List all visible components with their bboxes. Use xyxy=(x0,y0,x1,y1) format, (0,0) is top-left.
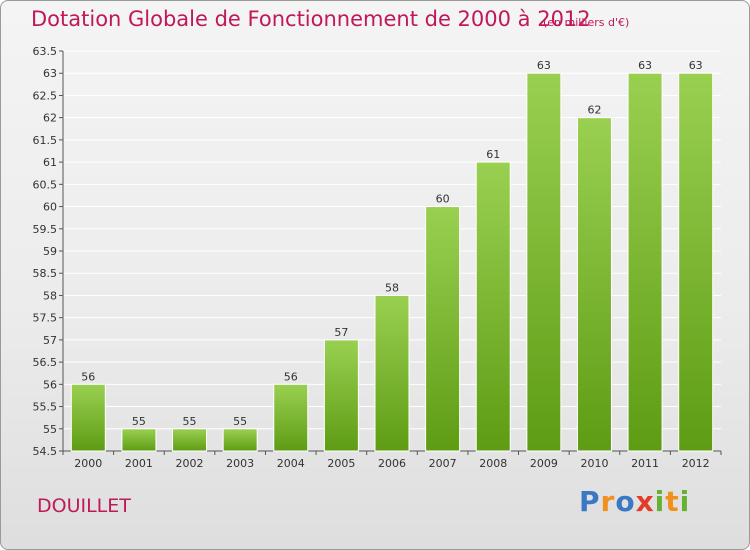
y-tick-label: 56 xyxy=(43,378,57,391)
y-tick-label: 63.5 xyxy=(33,45,58,58)
x-tick-label: 2010 xyxy=(580,457,608,470)
chart-title: Dotation Globale de Fonctionnement de 20… xyxy=(31,7,591,31)
x-tick-label: 2009 xyxy=(530,457,558,470)
commune-name: DOUILLET xyxy=(37,495,131,517)
y-tick-label: 62 xyxy=(43,112,57,125)
y-tick-label: 55.5 xyxy=(33,401,58,414)
y-tick-label: 55 xyxy=(43,423,57,436)
y-tick-label: 57 xyxy=(43,334,57,347)
logo-letter: P xyxy=(579,485,601,518)
y-tick-label: 58.5 xyxy=(33,267,58,280)
data-label: 55 xyxy=(132,415,146,428)
bar-2008 xyxy=(475,161,511,452)
bars xyxy=(70,72,714,452)
data-label: 60 xyxy=(436,193,450,206)
data-label: 55 xyxy=(183,415,197,428)
logo-letter: r xyxy=(600,485,616,518)
x-tick-label: 2008 xyxy=(479,457,507,470)
y-tick-label: 58 xyxy=(43,289,57,302)
proxiti-logo[interactable]: Proxiti xyxy=(579,485,690,518)
y-tick-label: 59.5 xyxy=(33,223,58,236)
bar-2010 xyxy=(576,117,612,452)
x-tick-label: 2012 xyxy=(682,457,710,470)
labels: 54.5 55 55.5 56 56.5 57 57.5 58 58.5 59 59.5 60 60.5… xyxy=(33,45,710,470)
logo-letter: x xyxy=(635,485,655,518)
bar-2006 xyxy=(374,294,410,452)
data-label: 63 xyxy=(638,59,652,72)
bar-2005 xyxy=(323,339,359,452)
unit-note: (en milliers d'€) xyxy=(543,16,630,29)
data-label: 61 xyxy=(486,148,500,161)
y-tick-label: 56.5 xyxy=(33,356,58,369)
data-label: 57 xyxy=(334,326,348,339)
x-tick-label: 2002 xyxy=(176,457,204,470)
y-tick-label: 59 xyxy=(43,245,57,258)
bar-2004 xyxy=(273,383,309,452)
y-tick-label: 61.5 xyxy=(33,134,58,147)
x-tick-label: 2006 xyxy=(378,457,406,470)
bar-2007 xyxy=(425,206,461,452)
x-tick-label: 2003 xyxy=(226,457,254,470)
y-tick-label: 62.5 xyxy=(33,89,58,102)
bar-2002 xyxy=(172,428,208,452)
x-tick-label: 2007 xyxy=(429,457,457,470)
bar-2009 xyxy=(526,72,562,452)
data-label: 56 xyxy=(284,370,298,383)
x-tick-label: 2011 xyxy=(631,457,659,470)
logo-letter: i xyxy=(654,485,666,518)
x-tick-label: 2004 xyxy=(277,457,305,470)
y-tick-label: 63 xyxy=(43,67,57,80)
data-label: 55 xyxy=(233,415,247,428)
y-tick-label: 61 xyxy=(43,156,57,169)
logo-letter: o xyxy=(615,485,636,518)
bar-2012 xyxy=(678,72,714,452)
y-tick-label: 54.5 xyxy=(33,445,58,458)
bar-2003 xyxy=(222,428,258,452)
y-tick-label: 60 xyxy=(43,201,57,214)
x-tick-label: 2005 xyxy=(327,457,355,470)
data-label: 62 xyxy=(587,104,601,117)
y-tick-label: 60.5 xyxy=(33,178,58,191)
data-label: 63 xyxy=(689,59,703,72)
data-label: 58 xyxy=(385,281,399,294)
data-label: 63 xyxy=(537,59,551,72)
bar-2000 xyxy=(70,383,106,452)
bar-2001 xyxy=(121,428,157,452)
x-tick-label: 2001 xyxy=(125,457,153,470)
data-label: 56 xyxy=(81,370,95,383)
logo-letter: i xyxy=(679,485,691,518)
logo-letter: t xyxy=(665,485,680,518)
x-tick-label: 2000 xyxy=(74,457,102,470)
y-tick-label: 57.5 xyxy=(33,312,58,325)
bar-2011 xyxy=(627,72,663,452)
